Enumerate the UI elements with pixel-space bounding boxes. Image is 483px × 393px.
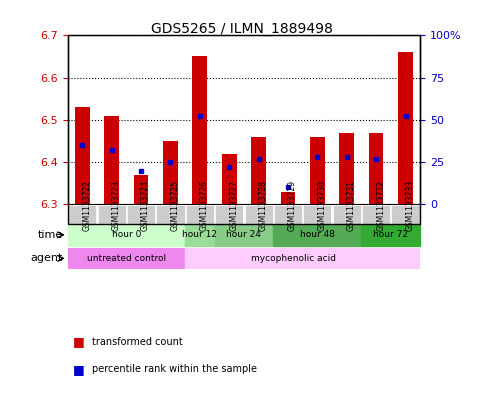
FancyBboxPatch shape [68,204,97,224]
Text: GSM1133726: GSM1133726 [200,180,209,231]
FancyBboxPatch shape [244,204,273,224]
Bar [134,175,148,204]
Text: GSM1133725: GSM1133725 [170,180,180,231]
FancyBboxPatch shape [156,204,185,224]
Text: GSM1133727: GSM1133727 [229,180,238,231]
Text: GSM1133733: GSM1133733 [406,180,414,231]
Text: hour 12: hour 12 [183,230,217,239]
FancyBboxPatch shape [186,204,214,224]
Bar [68,224,185,246]
Text: GSM1133724: GSM1133724 [141,180,150,231]
Text: mycophenolic acid: mycophenolic acid [251,254,336,263]
Bar [398,52,413,204]
Text: GSM1133729: GSM1133729 [288,180,297,231]
Bar [361,224,420,246]
Text: hour 24: hour 24 [227,230,261,239]
Text: GSM1133730: GSM1133730 [317,180,327,231]
Text: GSM1133723: GSM1133723 [112,180,121,231]
Text: transformed count: transformed count [92,337,183,347]
Text: hour 48: hour 48 [300,230,335,239]
Bar [193,57,207,204]
Bar [310,137,325,204]
Text: agent: agent [30,253,63,263]
FancyBboxPatch shape [333,204,361,224]
Text: GSM1133728: GSM1133728 [258,180,268,231]
Bar [185,248,420,269]
FancyBboxPatch shape [362,204,390,224]
FancyBboxPatch shape [215,204,243,224]
Bar [214,224,273,246]
Bar [68,248,185,269]
Bar [185,224,214,246]
Bar [163,141,178,204]
FancyBboxPatch shape [127,204,155,224]
Text: GSM1133731: GSM1133731 [347,180,356,231]
Bar [75,107,90,204]
Text: ■: ■ [72,335,84,349]
FancyBboxPatch shape [391,204,420,224]
Text: GDS5265 / ILMN_1889498: GDS5265 / ILMN_1889498 [151,22,332,36]
Text: GSM1133732: GSM1133732 [376,180,385,231]
Bar [104,116,119,204]
Bar [369,132,384,204]
Bar [273,224,361,246]
Text: hour 0: hour 0 [112,230,141,239]
Text: untreated control: untreated control [87,254,166,263]
Bar [281,192,295,204]
Text: time: time [38,230,63,240]
FancyBboxPatch shape [274,204,302,224]
Bar [251,137,266,204]
Bar [340,132,354,204]
Bar [222,154,237,204]
Text: percentile rank within the sample: percentile rank within the sample [92,364,257,375]
FancyBboxPatch shape [98,204,126,224]
Text: GSM1133722: GSM1133722 [82,180,91,231]
FancyBboxPatch shape [303,204,331,224]
Text: ■: ■ [72,363,84,376]
Text: hour 72: hour 72 [373,230,408,239]
